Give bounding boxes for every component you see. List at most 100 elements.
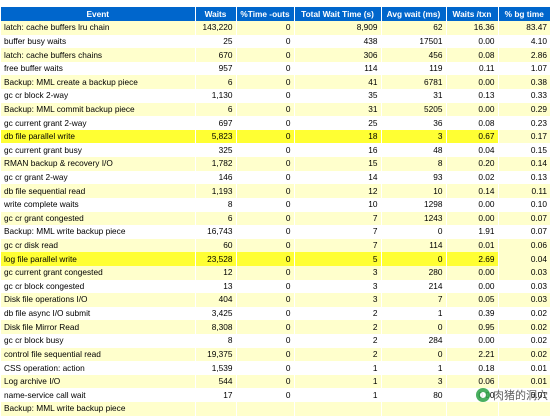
cell-total-wait: 35 bbox=[294, 89, 382, 103]
cell-waits-txn: 0.18 bbox=[446, 361, 499, 375]
cell-waits: 17 bbox=[195, 388, 237, 403]
cell-time-outs: 0 bbox=[236, 75, 295, 90]
cell-waits: 13 bbox=[195, 279, 237, 294]
cell-event: control file sequential read bbox=[1, 347, 196, 362]
cell-avg-wait: 3 bbox=[381, 129, 447, 144]
cell-waits: 325 bbox=[195, 143, 237, 158]
cell-waits-txn: 0.13 bbox=[446, 89, 499, 103]
cell-event: log file parallel write bbox=[1, 252, 196, 266]
cell-event: gc current grant 2-way bbox=[1, 116, 196, 130]
cell-waits: 60 bbox=[195, 238, 237, 253]
cell-bg-time: 0.17 bbox=[498, 129, 550, 144]
table-row: Backup: MML write backup piece 16,743 0 7 0 1… bbox=[1, 225, 550, 239]
cell-waits: 1,782 bbox=[195, 157, 237, 171]
cell-total-wait: 2 bbox=[294, 334, 382, 348]
col-header-waits-txn: Waits /txn bbox=[446, 7, 499, 21]
watermark-text: 肉猪的洞穴 bbox=[493, 389, 548, 402]
cell-avg-wait bbox=[381, 402, 447, 416]
cell-bg-time: 0.02 bbox=[498, 334, 550, 348]
table-row: gc cr block 2-way 1,130 0 35 31 0.13 0.33 bbox=[1, 89, 550, 103]
cell-time-outs bbox=[236, 402, 295, 416]
cell-bg-time: 0.02 bbox=[498, 320, 550, 335]
col-header-waits: Waits bbox=[195, 7, 237, 21]
cell-waits-txn: 0.95 bbox=[446, 320, 499, 335]
cell-avg-wait: 6781 bbox=[381, 75, 447, 90]
page: { "table": { "headers": ["Event", "Waits… bbox=[1, 7, 550, 416]
cell-time-outs: 0 bbox=[236, 197, 295, 212]
cell-total-wait: 306 bbox=[294, 48, 382, 62]
table-row: Disk file Mirror Read 8,308 0 2 0 0.95 0.02 bbox=[1, 320, 550, 335]
cell-total-wait: 12 bbox=[294, 184, 382, 198]
cell-time-outs: 0 bbox=[236, 48, 295, 62]
cell-total-wait: 25 bbox=[294, 116, 382, 130]
cell-time-outs: 0 bbox=[236, 361, 295, 375]
cell-avg-wait: 62 bbox=[381, 21, 447, 35]
cell-waits: 8 bbox=[195, 334, 237, 348]
cell-waits: 19,375 bbox=[195, 347, 237, 362]
cell-bg-time: 0.10 bbox=[498, 197, 550, 212]
cell-bg-time: 0.15 bbox=[498, 143, 550, 158]
cell-waits: 957 bbox=[195, 61, 237, 76]
wechat-logo-icon bbox=[476, 388, 490, 402]
cell-bg-time: 0.02 bbox=[498, 306, 550, 321]
cell-avg-wait: 10 bbox=[381, 184, 447, 198]
cell-bg-time: 0.29 bbox=[498, 102, 550, 117]
table-row: log file parallel write 23,528 0 5 0 2.69 0.04 bbox=[1, 252, 550, 266]
cell-bg-time: 0.33 bbox=[498, 89, 550, 103]
cell-event: gc cr disk read bbox=[1, 238, 196, 253]
table-row: gc cr block busy 8 0 2 284 0.00 0.02 bbox=[1, 334, 550, 348]
cell-waits: 8,308 bbox=[195, 320, 237, 335]
cell-event: gc cr grant 2-way bbox=[1, 170, 196, 185]
cell-total-wait: 14 bbox=[294, 170, 382, 185]
cell-waits-txn: 0.20 bbox=[446, 157, 499, 171]
cell-total-wait: 3 bbox=[294, 293, 382, 307]
cell-event: latch: cache buffers chains bbox=[1, 48, 196, 62]
cell-total-wait: 7 bbox=[294, 238, 382, 253]
cell-avg-wait: 0 bbox=[381, 252, 447, 266]
wait-events-table: Event Waits %Time -outs Total Wait Time … bbox=[1, 7, 550, 416]
cell-time-outs: 0 bbox=[236, 211, 295, 226]
cell-total-wait: 114 bbox=[294, 61, 382, 76]
cell-avg-wait: 214 bbox=[381, 279, 447, 294]
cell-bg-time: 0.03 bbox=[498, 265, 550, 280]
table-row: gc cr disk read 60 0 7 114 0.01 0.06 bbox=[1, 238, 550, 253]
cell-event: Backup: MML write backup piece bbox=[1, 225, 196, 239]
cell-total-wait: 31 bbox=[294, 102, 382, 117]
cell-total-wait: 7 bbox=[294, 211, 382, 226]
cell-total-wait bbox=[294, 402, 382, 416]
table-row: db file parallel write 5,823 0 18 3 0.67 0.17 bbox=[1, 129, 550, 144]
table-row: gc cr block congested 13 0 3 214 0.00 0.03 bbox=[1, 279, 550, 294]
cell-bg-time: 0.02 bbox=[498, 347, 550, 362]
cell-waits: 1,539 bbox=[195, 361, 237, 375]
cell-avg-wait: 1298 bbox=[381, 197, 447, 212]
cell-total-wait: 41 bbox=[294, 75, 382, 90]
cell-avg-wait: 284 bbox=[381, 334, 447, 348]
cell-event: db file async I/O submit bbox=[1, 306, 196, 321]
cell-event: RMAN backup & recovery I/O bbox=[1, 157, 196, 171]
cell-event: write complete waits bbox=[1, 197, 196, 212]
cell-waits-txn: 1.91 bbox=[446, 225, 499, 239]
cell-avg-wait: 8 bbox=[381, 157, 447, 171]
cell-total-wait: 7 bbox=[294, 225, 382, 239]
cell-total-wait: 2 bbox=[294, 306, 382, 321]
cell-waits-txn: 0.00 bbox=[446, 334, 499, 348]
cell-time-outs: 0 bbox=[236, 347, 295, 362]
cell-time-outs: 0 bbox=[236, 102, 295, 117]
cell-avg-wait: 7 bbox=[381, 293, 447, 307]
cell-waits-txn bbox=[446, 402, 499, 416]
cell-waits: 16,743 bbox=[195, 225, 237, 239]
cell-event: gc cr grant congested bbox=[1, 211, 196, 226]
cell-time-outs: 0 bbox=[236, 34, 295, 49]
col-header-avg-wait: Avg wait (ms) bbox=[381, 7, 447, 21]
table-row: write complete waits 8 0 10 1298 0.00 0.10 bbox=[1, 197, 550, 212]
table-row: db file sequential read 1,193 0 12 10 0.14 0.1… bbox=[1, 184, 550, 198]
cell-bg-time: 83.47 bbox=[498, 21, 550, 35]
cell-avg-wait: 36 bbox=[381, 116, 447, 130]
cell-waits-txn: 0.39 bbox=[446, 306, 499, 321]
table-row: gc cr grant congested 6 0 7 1243 0.00 0.07 bbox=[1, 211, 550, 226]
cell-total-wait: 2 bbox=[294, 347, 382, 362]
cell-waits-txn: 0.02 bbox=[446, 170, 499, 185]
cell-time-outs: 0 bbox=[236, 320, 295, 335]
cell-waits-txn: 0.00 bbox=[446, 211, 499, 226]
cell-avg-wait: 119 bbox=[381, 61, 447, 76]
